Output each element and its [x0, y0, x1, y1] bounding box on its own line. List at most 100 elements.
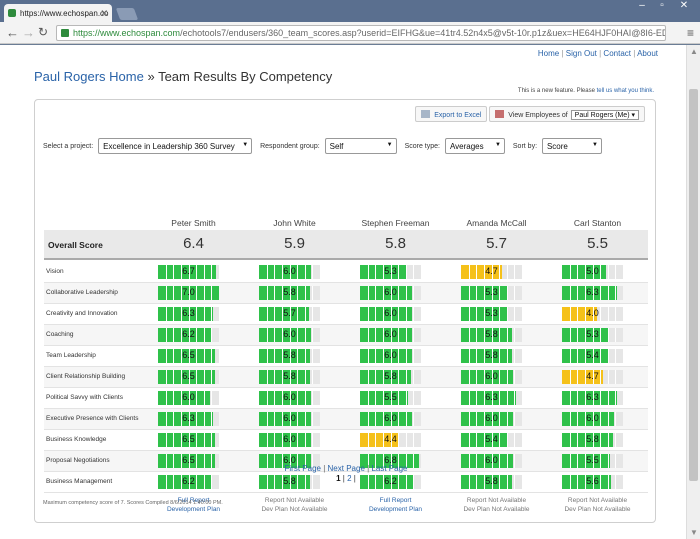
nav-contact-link[interactable]: Contact [603, 49, 631, 58]
bar-segment-divider [492, 433, 493, 447]
score-bar: 6.0 [562, 412, 623, 426]
tab-close-icon[interactable]: ✕ [100, 8, 108, 18]
bar-segment-divider [507, 328, 508, 342]
bar-segment-divider [615, 349, 616, 363]
plan-link[interactable]: Development Plan [166, 506, 221, 514]
score-value: 6.3 [182, 308, 195, 318]
table-row: Client Relationship Building 6.5 5.8 5.8 6.0… [44, 367, 648, 388]
pager-separator: | [342, 474, 345, 483]
bar-segment-divider [499, 370, 500, 384]
score-value: 6.0 [384, 308, 397, 318]
bar-segment-divider [312, 370, 313, 384]
respondent-group-select[interactable]: Self ▼ [324, 138, 397, 154]
bar-segment-divider [469, 328, 470, 342]
bar-segment-divider [282, 370, 283, 384]
window-close-icon[interactable]: ✕ [679, 0, 689, 11]
bar-segment-divider [166, 454, 167, 468]
home-link[interactable]: Paul Rogers Home [34, 69, 144, 84]
nav-signout-link[interactable]: Sign Out [565, 49, 597, 58]
bar-segment-divider [368, 475, 369, 489]
employee-name: Stephen Freeman [361, 218, 430, 228]
bar-segment-divider [413, 265, 414, 279]
nav-about-link[interactable]: About [637, 49, 658, 58]
bar-segment-divider [391, 286, 392, 300]
score-value: 5.8 [283, 371, 296, 381]
bar-segment-divider [600, 454, 601, 468]
bar-segment-divider [585, 475, 586, 489]
project-select[interactable]: Excellence in Leadership 360 Survey ▼ [98, 138, 253, 154]
score-value: 6.2 [182, 476, 195, 486]
address-bar[interactable]: https://www.echospan.com/echotools7/endu… [56, 25, 666, 41]
browser-tab[interactable]: https://www.echospan.co ✕ [4, 4, 112, 22]
score-bar: 6.3 [562, 286, 623, 300]
bar-segment-divider [196, 307, 197, 321]
people-icon [495, 110, 505, 118]
score-bar: 5.8 [259, 475, 320, 489]
export-excel-label: Export to Excel [434, 112, 482, 119]
table-row: Political Savvy with Clients 6.0 6.0 5.5 6.3… [44, 388, 648, 409]
score-value: 6.3 [586, 392, 599, 402]
bar-segment-divider [514, 370, 515, 384]
bar-segment-divider [484, 286, 485, 300]
bar-segment-divider [484, 370, 485, 384]
scroll-down-icon[interactable]: ▼ [690, 528, 698, 537]
minimize-icon[interactable]: – [639, 0, 645, 11]
bar-segment-divider [305, 412, 306, 426]
bar-segment-divider [274, 433, 275, 447]
score-bar: 7.0 [158, 286, 219, 300]
pagination: First Page | Next Page | Last Page [35, 464, 657, 473]
report-unavailable: Report Not Available [264, 497, 325, 504]
bar-segment-divider [267, 286, 268, 300]
score-bar-fill [158, 391, 210, 405]
scroll-thumb[interactable] [689, 89, 698, 481]
bar-segment-divider [173, 349, 174, 363]
bar-segment-divider [514, 391, 515, 405]
score-value: 6.7 [182, 266, 195, 276]
report-unavailable: Report Not Available [466, 497, 527, 504]
page-2-link[interactable]: 2 [347, 474, 352, 483]
bar-segment-divider [608, 433, 609, 447]
bar-segment-divider [312, 454, 313, 468]
bar-segment-divider [297, 475, 298, 489]
score-value: 6.0 [283, 392, 296, 402]
reload-icon[interactable]: ↻ [38, 25, 49, 39]
forward-arrow-icon[interactable]: → [22, 25, 35, 40]
maximize-icon[interactable]: ▫ [660, 0, 664, 11]
bar-segment-divider [173, 307, 174, 321]
bar-segment-divider [476, 370, 477, 384]
score-bar: 5.4 [461, 433, 522, 447]
competency-name: Coaching [46, 331, 74, 339]
table-row: Team Leadership 6.5 5.8 6.0 5.8 5.4 [44, 346, 648, 367]
report-link[interactable]: Full Report [177, 497, 210, 504]
page-scrollbar[interactable]: ▲ ▼ [686, 45, 700, 539]
feedback-link[interactable]: tell us what you think. [596, 88, 654, 94]
bar-segment-divider [570, 370, 571, 384]
bar-segment-divider [312, 286, 313, 300]
sort-by-label: Sort by: [512, 143, 538, 150]
last-page-link[interactable]: Last Page [371, 464, 408, 473]
new-tab-button[interactable] [115, 8, 139, 20]
bar-segment-divider [499, 412, 500, 426]
bar-segment-divider [391, 370, 392, 384]
back-arrow-icon[interactable]: ← [6, 25, 19, 40]
score-type-select[interactable]: Averages ▼ [444, 138, 505, 154]
scroll-up-icon[interactable]: ▲ [690, 47, 698, 56]
sort-by-select[interactable]: Score ▼ [541, 138, 602, 154]
first-page-link[interactable]: First Page [284, 464, 321, 473]
export-excel-button[interactable]: Export to Excel [415, 106, 488, 122]
next-page-link[interactable]: Next Page [327, 464, 365, 473]
plan-link[interactable]: Development Plan [368, 506, 423, 514]
bar-segment-divider [615, 370, 616, 384]
browser-menu-icon[interactable]: ≡ [686, 26, 694, 40]
bar-segment-divider [204, 370, 205, 384]
score-value: 6.0 [384, 329, 397, 339]
bar-segment-divider [507, 433, 508, 447]
nav-home-link[interactable]: Home [537, 49, 560, 58]
bar-segment-divider [406, 349, 407, 363]
report-link[interactable]: Full Report [379, 497, 412, 504]
employee-select[interactable]: Paul Rogers (Me) ▾ [570, 110, 639, 120]
score-value: 5.8 [485, 350, 498, 360]
competency-name: Business Management [46, 478, 113, 486]
bar-segment-divider [297, 349, 298, 363]
score-value: 6.0 [586, 413, 599, 423]
